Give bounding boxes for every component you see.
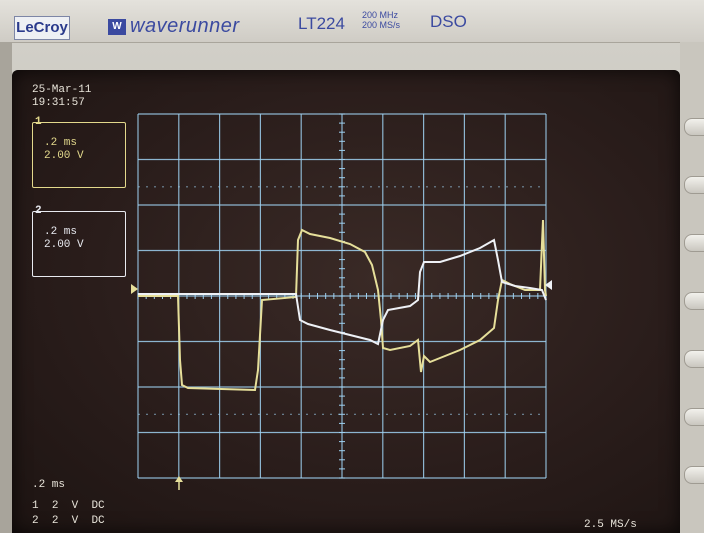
specs-label: 200 MHz 200 MS/s	[362, 10, 400, 30]
menu-key-5[interactable]	[684, 350, 704, 368]
channel-1-volts-div: 2.00 V	[44, 150, 84, 162]
menu-key-2[interactable]	[684, 176, 704, 194]
trigger-arrow	[175, 476, 183, 490]
row-1-unit: V	[71, 500, 79, 512]
channel-1-time-div: .2 ms	[44, 137, 78, 149]
row-2-unit: V	[71, 515, 79, 527]
coupling-row-1: 1 2 V DC	[32, 500, 105, 513]
sample-rate-spec: 200 MS/s	[362, 20, 401, 30]
timebase-readout: .2 ms	[32, 479, 66, 491]
lecroy-logo: LeCroy	[14, 16, 70, 40]
row-2-channel: 2	[32, 515, 39, 527]
waverunner-logo: waverunner	[130, 15, 240, 37]
date-readout: 25-Mar-11	[32, 84, 92, 96]
time-readout: 19:31:57	[32, 97, 85, 109]
coupling-row-2: 2 2 V DC	[32, 515, 105, 528]
row-1-volts: 2	[51, 500, 59, 512]
channel-2-box[interactable]	[32, 211, 126, 277]
brand-strip: LeCroy W waverunner LT224 200 MHz 200 MS/…	[0, 0, 704, 43]
crt-screen	[12, 70, 680, 533]
graticule	[137, 113, 547, 479]
channel-1-box[interactable]	[32, 122, 126, 188]
menu-key-1[interactable]	[684, 118, 704, 136]
frame-left	[0, 42, 12, 533]
sample-rate-readout: 2.5 MS/s	[584, 519, 637, 531]
channel-2-number: 2	[35, 205, 42, 217]
ground-marker-left	[131, 284, 138, 294]
menu-key-6[interactable]	[684, 408, 704, 426]
row-2-volts: 2	[51, 515, 59, 527]
menu-key-3[interactable]	[684, 234, 704, 252]
row-1-coupling: DC	[91, 500, 105, 512]
bandwidth-label: 200 MHz	[362, 10, 399, 20]
waverunner-badge: W	[108, 19, 126, 35]
channel-1-number: 1	[35, 116, 42, 128]
row-1-channel: 1	[32, 500, 39, 512]
menu-key-7[interactable]	[684, 466, 704, 484]
ground-marker-right	[545, 280, 552, 290]
dso-label: DSO	[430, 12, 467, 31]
menu-key-4[interactable]	[684, 292, 704, 310]
channel-2-volts-div: 2.00 V	[44, 239, 84, 251]
channel-2-trace	[138, 238, 547, 346]
channel-2-time-div: .2 ms	[44, 226, 78, 238]
row-2-coupling: DC	[91, 515, 105, 527]
model-label: LT224	[298, 14, 345, 33]
